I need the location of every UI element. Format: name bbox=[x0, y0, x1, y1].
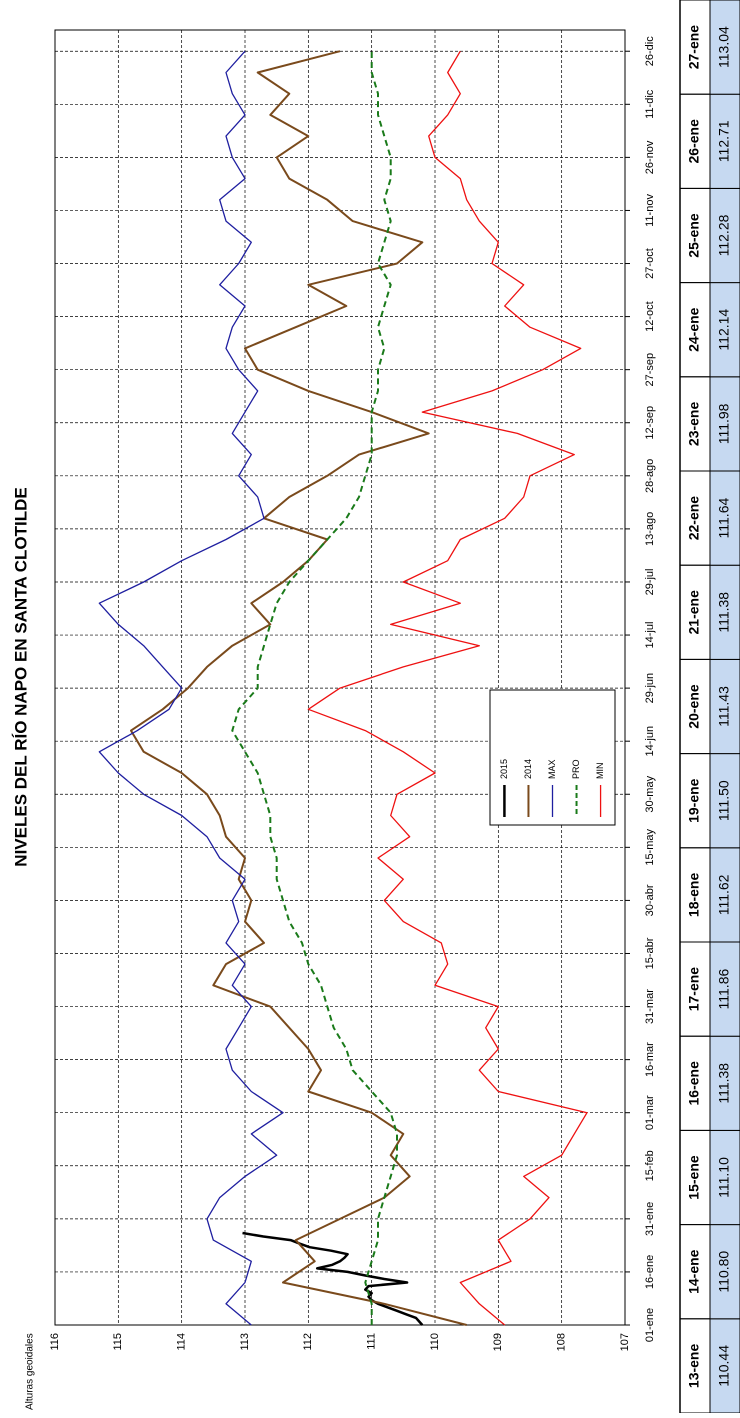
y-tick-label: 107 bbox=[619, 1333, 631, 1351]
table-value: 111.43 bbox=[716, 686, 732, 727]
series-line bbox=[307, 50, 588, 1326]
y-tick-label: 111 bbox=[366, 1333, 378, 1350]
x-tick-label: 01-ene bbox=[644, 1308, 656, 1342]
legend-label: PRO bbox=[571, 759, 581, 779]
table-value: 111.62 bbox=[716, 874, 732, 915]
table-date: 13-ene bbox=[686, 1344, 702, 1389]
x-tick-label: 14-jul bbox=[644, 622, 656, 649]
table-cell bbox=[709, 753, 740, 849]
legend-label: MAX bbox=[547, 759, 557, 779]
table-date: 22-ene bbox=[686, 496, 702, 541]
x-tick-label: 31-mar bbox=[644, 989, 656, 1024]
table-date: 26-ene bbox=[686, 119, 702, 164]
table-value: 112.14 bbox=[716, 309, 732, 351]
y-tick-label: 109 bbox=[492, 1333, 504, 1351]
x-tick-label: 14-jun bbox=[644, 726, 656, 757]
table-date: 19-ene bbox=[686, 778, 702, 823]
table-value: 110.80 bbox=[716, 1251, 732, 1293]
table-value: 113.04 bbox=[716, 26, 732, 68]
y-tick-label: 113 bbox=[239, 1333, 251, 1351]
x-tick-label: 31-ene bbox=[644, 1202, 656, 1236]
table-value: 112.28 bbox=[716, 214, 732, 256]
table-value: 112.71 bbox=[716, 120, 732, 162]
table-date: 20-ene bbox=[686, 684, 702, 729]
table-date: 17-ene bbox=[686, 967, 702, 1012]
x-tick-label: 26-nov bbox=[644, 140, 656, 174]
x-tick-label: 27-sep bbox=[644, 353, 656, 387]
table-cell bbox=[709, 1224, 740, 1320]
x-tick-label: 26-dic bbox=[644, 36, 656, 66]
y-tick-label: 108 bbox=[556, 1333, 568, 1351]
x-tick-label: 15-feb bbox=[644, 1150, 656, 1181]
table-date: 14-ene bbox=[686, 1249, 702, 1294]
legend-label: 2015 bbox=[499, 759, 509, 779]
x-tick-label: 28-ago bbox=[644, 459, 656, 493]
table-value: 111.86 bbox=[716, 969, 732, 1010]
legend-label: MIN bbox=[595, 763, 605, 780]
table-value: 111.98 bbox=[716, 403, 732, 444]
y-tick-label: 114 bbox=[176, 1333, 188, 1351]
x-tick-label: 12-oct bbox=[644, 301, 656, 332]
table-value: 110.44 bbox=[716, 1345, 732, 1387]
x-tick-label: 30-may bbox=[644, 775, 656, 812]
x-tick-label: 13-ago bbox=[644, 512, 656, 546]
table-value: 111.38 bbox=[716, 592, 732, 633]
table-date: 21-ene bbox=[686, 590, 702, 635]
table-cell bbox=[709, 376, 740, 472]
x-tick-label: 11-nov bbox=[644, 194, 656, 227]
table-cell bbox=[709, 1129, 740, 1226]
plot-frame bbox=[54, 29, 626, 1326]
table-date: 18-ene bbox=[686, 873, 702, 918]
series-line bbox=[130, 50, 467, 1326]
table-value: 111.10 bbox=[716, 1157, 732, 1198]
table-cell bbox=[709, 282, 740, 378]
table-date: 23-ene bbox=[686, 402, 702, 447]
x-tick-label: 15-may bbox=[644, 829, 656, 866]
x-tick-label: 16-ene bbox=[644, 1255, 656, 1289]
y-tick-label: 115 bbox=[112, 1333, 124, 1351]
table-date: 15-ene bbox=[686, 1155, 702, 1200]
x-tick-label: 11-dic bbox=[644, 89, 656, 119]
x-tick-label: 27-oct bbox=[644, 248, 656, 279]
chart-title: NIVELES DEL RÍO NAPO EN SANTA CLOTILDE bbox=[11, 487, 30, 866]
legend-label: 2014 bbox=[523, 759, 533, 779]
y-tick-label: 112 bbox=[302, 1333, 314, 1351]
x-tick-label: 01-mar bbox=[644, 1095, 656, 1130]
y-tick-label: 110 bbox=[429, 1333, 441, 1351]
table-cell bbox=[679, 0, 711, 95]
x-tick-label: 30-abr bbox=[644, 884, 656, 916]
table-value: 111.38 bbox=[716, 1063, 732, 1104]
table-value: 111.50 bbox=[716, 780, 732, 821]
table-date: 25-ene bbox=[686, 213, 702, 258]
x-tick-label: 12-sep bbox=[644, 406, 656, 440]
table-date: 24-ene bbox=[686, 307, 702, 352]
table-value: 111.64 bbox=[716, 498, 732, 539]
y-axis-label: Alturas geoidales bbox=[25, 1333, 36, 1410]
table-cell bbox=[709, 564, 740, 660]
series-line bbox=[242, 1231, 424, 1326]
table-cell bbox=[709, 847, 740, 943]
y-tick-label: 116 bbox=[49, 1333, 61, 1351]
x-tick-label: 15-abr bbox=[644, 937, 656, 969]
table-date: 27-ene bbox=[686, 25, 702, 70]
x-tick-label: 29-jul bbox=[644, 569, 656, 596]
table-date: 16-ene bbox=[686, 1061, 702, 1106]
x-tick-label: 29-jun bbox=[644, 673, 656, 704]
series-line bbox=[231, 51, 398, 1325]
x-tick-label: 16-mar bbox=[644, 1042, 656, 1077]
series-line bbox=[98, 50, 284, 1326]
